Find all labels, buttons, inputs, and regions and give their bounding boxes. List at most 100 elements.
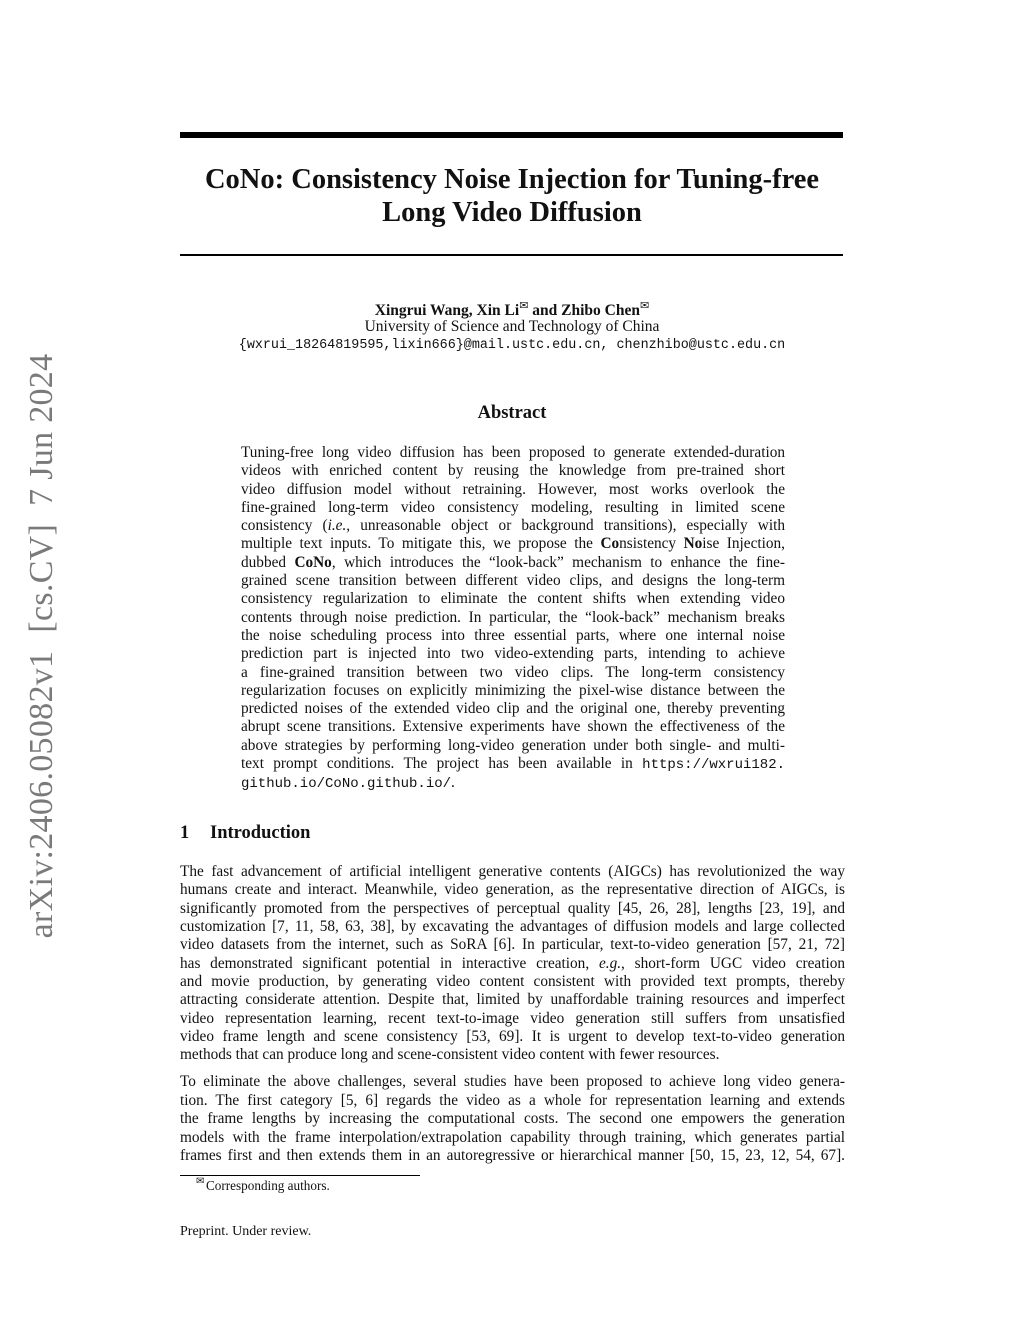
text-line: video diffusion model without retraining… [241, 481, 785, 499]
text-segment: prediction part is injected into two vid… [241, 645, 785, 663]
text-segment: dubbed [241, 553, 295, 571]
text-segment: video frame length and scene consistency… [180, 1028, 845, 1046]
text-line: videos with enriched content by reusing … [241, 462, 785, 480]
text-segment: video datasets from the internet, such a… [180, 936, 845, 954]
text-line: regularization focuses on explicitly min… [241, 682, 785, 700]
text-line: multiple text inputs. To mitigate this, … [241, 535, 785, 553]
preprint-note: Preprint. Under review. [180, 1224, 312, 1239]
title-bottom-rule [180, 254, 843, 256]
text-segment: i.e. [327, 517, 347, 535]
intro-paragraph-1: The fast advancement of artificial intel… [180, 863, 845, 1065]
text-line: video datasets from the internet, such a… [180, 936, 845, 954]
author-emails: {wxrui_18264819595,lixin666}@mail.ustc.e… [238, 338, 786, 353]
text-line: abrupt scene transitions. Extensive expe… [241, 718, 785, 736]
affiliation: University of Science and Technology of … [364, 318, 660, 335]
text-line: has demonstrated significant potential i… [180, 955, 845, 973]
text-segment: methods that can produce long and scene-… [180, 1046, 720, 1064]
text-segment: ise Injection, [702, 535, 785, 553]
text-segment: humans create and interact. Meanwhile, v… [180, 881, 845, 899]
text-line: the noise scheduling process into three … [241, 627, 785, 645]
intro-paragraph-2: To eliminate the above challenges, sever… [180, 1073, 845, 1166]
author-names: and Zhibo Chen [528, 302, 640, 320]
text-line: models with the frame interpolation/extr… [180, 1129, 845, 1148]
text-segment: nsistency [619, 535, 684, 553]
text-line: predicted noises of the extended video c… [241, 700, 785, 718]
text-segment: CoNo [294, 553, 332, 571]
text-segment: The fast advancement of artificial intel… [180, 863, 845, 880]
project-url[interactable]: github.io/CoNo.github.io/ [241, 776, 452, 793]
footnote-text: Corresponding authors. [206, 1178, 330, 1193]
text-segment: Tuning-free long video diffusion has bee… [241, 444, 785, 461]
text-segment: . [451, 774, 455, 792]
text-segment: consistency regularization to eliminate … [241, 590, 785, 608]
text-line: frames first and then extends them in an… [180, 1147, 845, 1166]
text-line: methods that can produce long and scene-… [180, 1046, 845, 1064]
text-segment: customization [7, 11, 58, 63, 38], by ex… [180, 918, 845, 936]
section-heading-introduction: 1 Introduction [180, 823, 310, 844]
text-segment: contents through noise prediction. In pa… [241, 608, 785, 626]
text-segment: the noise scheduling process into three … [241, 626, 785, 644]
arxiv-date: 7 Jun 2024 [23, 353, 60, 506]
arxiv-category: [cs.CV] [23, 523, 60, 633]
text-line: grained scene transition between differe… [241, 572, 785, 590]
text-line: text prompt conditions. The project has … [241, 755, 785, 774]
author-list: Xingrui Wang, Xin Li✉ and Zhibo Chen✉ [150, 299, 874, 320]
project-url[interactable]: https://wxrui182. [642, 757, 785, 774]
text-line: humans create and interact. Meanwhile, v… [180, 881, 845, 899]
text-segment: tion. The first category [5, 6] regards … [180, 1091, 845, 1109]
text-line: dubbed CoNo, which introduces the “look-… [241, 554, 785, 572]
text-segment: consistency ( [241, 517, 328, 535]
text-line: contents through noise prediction. In pa… [241, 609, 785, 627]
text-segment: regularization focuses on explicitly min… [241, 681, 785, 699]
text-line: Tuning-free long video diffusion has bee… [241, 444, 785, 462]
text-line: the frame lengths by increasing the comp… [180, 1110, 845, 1129]
text-segment: multiple text inputs. To mitigate this, … [241, 535, 601, 553]
text-segment: grained scene transition between differe… [241, 572, 785, 590]
text-segment: videos with enriched content by reusing … [241, 462, 785, 480]
text-segment: , which introduces the “look-back” mecha… [331, 553, 785, 571]
corresponding-mail-icon: ✉ [640, 300, 650, 312]
text-segment: abrupt scene transitions. Extensive expe… [241, 718, 785, 736]
arxiv-stamp: arXiv:2406.05082v1 [cs.CV] 7 Jun 2024 [23, 354, 61, 939]
text-line: video frame length and scene consistency… [180, 1028, 845, 1046]
title-line-1: CoNo: Consistency Noise Injection for Tu… [204, 164, 820, 195]
footnote-rule [180, 1175, 420, 1176]
section-number: 1 [180, 823, 190, 843]
mail-icon: ✉ [196, 1176, 205, 1187]
text-segment: and movie production, by generating vide… [180, 973, 845, 991]
text-line: fine-grained long-term video consistency… [241, 499, 785, 517]
text-line: consistency regularization to eliminate … [241, 590, 785, 608]
text-segment: the frame lengths by increasing the comp… [180, 1110, 845, 1127]
text-segment: text prompt conditions. The project has … [241, 755, 643, 773]
text-line: github.io/CoNo.github.io/. [241, 774, 785, 793]
title-top-rule [180, 132, 843, 138]
text-line: To eliminate the above challenges, sever… [180, 1073, 845, 1092]
section-title: Introduction [210, 823, 311, 843]
text-segment: attracting considerate attention. Despit… [180, 991, 845, 1009]
text-line: customization [7, 11, 58, 63, 38], by ex… [180, 918, 845, 936]
title-line-2: Long Video Diffusion [382, 197, 642, 228]
text-segment: fine-grained long-term video consistency… [241, 498, 785, 516]
text-segment: , short-form UGC video creation [621, 954, 845, 972]
text-line: above strategies by performing long-vide… [241, 737, 785, 755]
arxiv-id: arXiv:2406.05082v1 [23, 650, 60, 939]
text-line: attracting considerate attention. Despit… [180, 991, 845, 1009]
text-segment: No [683, 535, 703, 553]
footnote: ✉ Corresponding authors. [196, 1176, 330, 1194]
text-segment: predicted noises of the extended video c… [241, 700, 785, 718]
text-segment: has demonstrated significant potential i… [180, 954, 599, 972]
text-line: and movie production, by generating vide… [180, 973, 845, 991]
text-line: video representation learning, recent te… [180, 1010, 845, 1028]
text-line: The fast advancement of artificial intel… [180, 863, 845, 881]
text-segment: , unreasonable object or background tran… [346, 517, 785, 535]
text-line: a fine-grained transition between two vi… [241, 664, 785, 682]
text-line: tion. The first category [5, 6] regards … [180, 1092, 845, 1111]
text-segment: a fine-grained transition between two vi… [241, 663, 785, 681]
text-line: prediction part is injected into two vid… [241, 645, 785, 663]
text-segment: models with the frame interpolation/extr… [180, 1128, 845, 1146]
text-segment: e.g. [598, 954, 622, 972]
corresponding-mail-icon: ✉ [519, 300, 529, 312]
text-segment: frames first and then extends them in an… [180, 1147, 845, 1164]
text-segment: video diffusion model without retraining… [241, 480, 785, 498]
text-segment: To eliminate the above challenges, sever… [180, 1073, 845, 1090]
